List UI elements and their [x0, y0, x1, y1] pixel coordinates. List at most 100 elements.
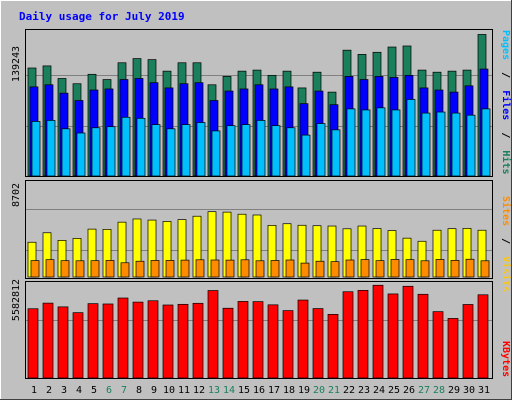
sites-bar: [330, 261, 340, 278]
pages-bar: [331, 129, 341, 177]
sites-bar: [180, 259, 190, 278]
day-label: 25: [388, 385, 400, 396]
pages-bar: [166, 128, 176, 177]
sites-bar: [135, 260, 145, 278]
pages-bar: [271, 125, 281, 177]
sites-bar: [450, 259, 460, 278]
sites-bar: [435, 259, 445, 278]
sites-bar: [420, 260, 430, 278]
kbytes-bar: [72, 312, 84, 379]
sites-bar: [300, 262, 310, 278]
sites-bar: [30, 260, 40, 278]
day-label: 19: [298, 385, 310, 396]
sites-bar: [315, 260, 325, 278]
chart-title: Daily usage for July 2019: [19, 10, 185, 23]
day-label: 10: [163, 385, 175, 396]
hits-panel-border: [25, 29, 493, 177]
visits-panel-border: [25, 180, 493, 279]
day-label: 23: [358, 385, 370, 396]
visits-bars: [27, 211, 490, 278]
day-label: 26: [403, 385, 415, 396]
kbytes-bar: [102, 303, 114, 379]
sites-bar: [195, 259, 205, 278]
sites-bar: [375, 260, 385, 278]
sites-bar: [120, 262, 130, 278]
pages-bar: [346, 108, 356, 177]
pages-bar: [151, 124, 161, 177]
kbytes-bar: [27, 308, 39, 379]
pages-bar: [436, 111, 446, 177]
svg-text:Pages / Files: Pages / Files / Hits: [500, 30, 512, 175]
day-label: 12: [193, 385, 205, 396]
kbytes-panel: 5582812 KBytes: [11, 279, 511, 379]
kbytes-bar: [132, 301, 144, 379]
sites-bar: [75, 260, 85, 278]
sites-bar: [255, 260, 265, 278]
day-label: 13: [208, 385, 220, 396]
day-label: 21: [328, 385, 340, 396]
kbytes-bar: [387, 293, 399, 379]
sites-bar: [390, 259, 400, 278]
kbytes-bar: [372, 284, 384, 379]
kbytes-bar: [342, 291, 354, 379]
kbytes-bar: [117, 297, 129, 379]
pages-bar: [391, 109, 401, 177]
day-label: 20: [313, 385, 325, 396]
kbytes-bar: [402, 285, 414, 379]
pages-bar: [256, 120, 266, 177]
day-label: 18: [283, 385, 295, 396]
day-label: 11: [178, 385, 190, 396]
sites-bar: [240, 259, 250, 278]
pages-bar: [61, 128, 71, 177]
day-label: 7: [121, 385, 127, 396]
sites-bar: [60, 260, 70, 278]
kbytes-bar: [477, 294, 489, 379]
kbytes-bar: [357, 290, 369, 379]
kbytes-bar: [42, 302, 54, 379]
hits-max-label: 139243: [11, 46, 22, 82]
pages-bar: [301, 134, 311, 177]
kbytes-bar: [147, 300, 159, 379]
pages-bar: [31, 121, 41, 177]
day-label: 15: [238, 385, 250, 396]
day-label: 14: [223, 385, 235, 396]
legend-kbytes: KBytes: [500, 341, 511, 377]
day-label: 5: [91, 385, 97, 396]
day-label: 1: [31, 385, 37, 396]
hits-panel: 139243 Pages / Files / Hits: [11, 29, 512, 177]
kbytes-bar: [282, 310, 294, 379]
legend-sep: /: [500, 132, 511, 138]
sites-bar: [285, 259, 295, 278]
sites-bar: [465, 258, 475, 278]
hits-bars: [27, 34, 491, 177]
pages-bar: [211, 130, 221, 177]
sites-bar: [90, 260, 100, 278]
pages-bar: [106, 126, 116, 177]
kbytes-bar: [417, 293, 429, 379]
kbytes-bar: [447, 318, 459, 379]
kbytes-bar: [222, 307, 234, 379]
day-label: 4: [76, 385, 82, 396]
pages-bar: [46, 120, 56, 177]
sites-bar: [225, 259, 235, 278]
sites-bar: [165, 260, 175, 278]
visits-panel: 8702 Sites / Visits: [11, 180, 512, 292]
sites-bar: [150, 260, 160, 278]
day-label: 6: [106, 385, 112, 396]
pages-bar: [241, 124, 251, 177]
sites-bar: [345, 259, 355, 278]
kbytes-bar: [252, 301, 264, 379]
pages-bar: [196, 122, 206, 177]
sites-bar: [405, 259, 415, 278]
pages-bar: [316, 123, 326, 177]
day-label: 16: [253, 385, 265, 396]
legend-visits: Visits: [500, 256, 512, 292]
kbytes-bar: [192, 302, 204, 379]
svg-text:Sites / Visits: Sites / Visits: [500, 196, 512, 292]
pages-bar: [286, 127, 296, 177]
day-label: 3: [61, 385, 67, 396]
day-label: 30: [463, 385, 475, 396]
pages-bar: [481, 108, 491, 177]
pages-bar: [121, 116, 131, 177]
pages-bar: [451, 112, 461, 177]
